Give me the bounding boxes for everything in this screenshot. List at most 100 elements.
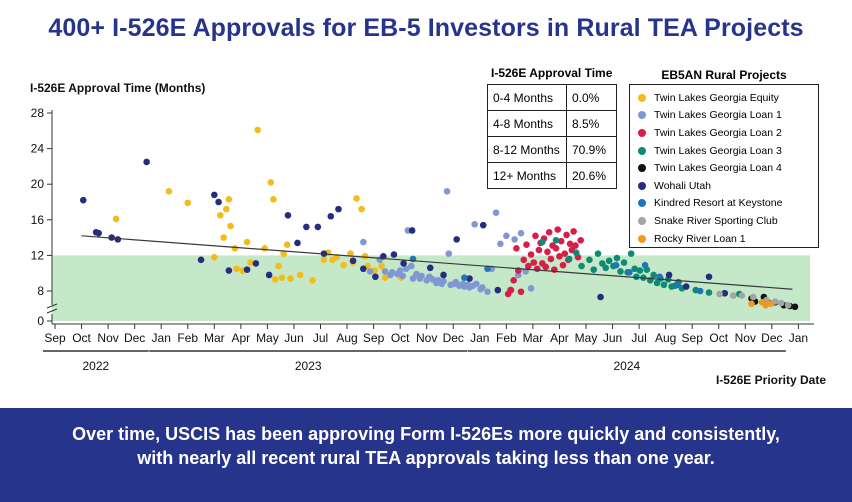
data-point: [590, 266, 598, 273]
data-point: [215, 198, 222, 206]
data-point: [340, 261, 347, 269]
data-point: [530, 259, 538, 266]
data-point: [278, 274, 286, 281]
legend-item: Snake River Sporting Club: [638, 212, 818, 230]
data-point: [402, 265, 410, 273]
data-point: [388, 269, 396, 276]
legend-item: Kindred Resort at Keystone: [638, 195, 818, 213]
data-point: [557, 237, 565, 245]
data-point: [492, 209, 500, 216]
data-point: [545, 228, 553, 236]
scatter-chart: I-526E Approval Time (Months)08121620242…: [30, 81, 826, 387]
legend-item: Twin Lakes Georgia Loan 1: [638, 107, 818, 125]
data-point: [566, 240, 574, 248]
data-point: [372, 273, 379, 281]
data-point: [443, 188, 451, 195]
legend-item: Twin Lakes Georgia Loan 2: [638, 124, 818, 142]
x-tick-label: Dec: [761, 331, 782, 345]
legend-label: Twin Lakes Georgia Loan 1: [654, 109, 782, 122]
data-point: [525, 262, 532, 270]
data-point: [547, 255, 555, 263]
x-tick-label: Sep: [44, 331, 66, 345]
x-tick-label: Dec: [124, 331, 145, 345]
data-point: [532, 232, 539, 240]
x-tick-label: May: [575, 331, 598, 345]
data-point: [271, 276, 279, 283]
data-point: [184, 199, 192, 207]
legend-marker: [638, 181, 646, 190]
data-point: [749, 293, 757, 301]
data-point: [243, 266, 251, 273]
data-point: [597, 293, 604, 301]
data-point: [511, 236, 518, 243]
x-tick-label: Oct: [72, 331, 91, 345]
y-tick-label: 0: [37, 314, 44, 328]
y-tick-label: 12: [31, 248, 45, 262]
data-point: [211, 253, 218, 261]
data-point: [650, 271, 657, 279]
data-point: [381, 274, 389, 281]
data-point: [572, 249, 580, 257]
y-tick-label: 16: [31, 213, 45, 227]
data-point: [507, 286, 515, 294]
data-point: [280, 250, 287, 257]
data-point: [660, 281, 668, 289]
data-point: [594, 250, 602, 257]
data-point: [559, 261, 567, 269]
footer-line-2: with nearly all recent rural TEA approva…: [137, 448, 715, 468]
data-point: [602, 264, 609, 272]
legend-item: Twin Lakes Georgia Loan 3: [638, 142, 818, 160]
approval-table-row: 0-4 Months 0.0%: [487, 84, 617, 111]
data-point: [586, 256, 593, 264]
y-tick-label: 28: [31, 106, 45, 120]
footer-banner: Over time, USCIS has been approving Form…: [0, 408, 852, 502]
data-point: [270, 196, 277, 203]
legend-item: Twin Lakes Georgia Loan 4: [638, 159, 818, 177]
data-point: [627, 250, 635, 257]
data-point: [461, 274, 468, 281]
x-axis-label: I-526E Priority Date: [716, 373, 826, 387]
data-point: [390, 251, 398, 258]
data-point: [227, 222, 234, 230]
data-point: [349, 257, 357, 265]
data-point: [533, 265, 541, 273]
data-point: [314, 223, 322, 231]
data-point: [211, 191, 218, 199]
data-point: [320, 256, 328, 264]
data-point: [791, 303, 799, 311]
data-point: [381, 268, 389, 275]
data-point: [626, 269, 633, 276]
data-point: [620, 259, 628, 266]
data-point: [520, 256, 528, 264]
data-point: [114, 236, 122, 243]
data-point: [503, 232, 510, 240]
x-tick-label: Sep: [682, 331, 704, 345]
x-tick-label: Oct: [391, 331, 410, 345]
approval-range: 8-12 Months: [487, 136, 567, 163]
approval-table-row: 12+ Months 20.6%: [487, 162, 617, 189]
data-point: [578, 262, 585, 270]
x-tick-label: Jun: [284, 331, 303, 345]
data-point: [777, 299, 785, 307]
data-point: [497, 240, 504, 248]
data-point: [542, 263, 550, 271]
data-point: [296, 271, 304, 279]
legend-label: Twin Lakes Georgia Equity: [654, 91, 779, 104]
approval-percent: 20.6%: [566, 162, 617, 189]
data-point: [418, 272, 425, 280]
data-point: [265, 271, 273, 279]
data-point: [233, 265, 240, 273]
data-point: [517, 288, 525, 296]
legend-item: Wohali Utah: [638, 177, 818, 195]
data-point: [484, 265, 491, 273]
data-point: [570, 228, 577, 235]
legend-label: Kindred Resort at Keystone: [654, 197, 783, 210]
legend-item: Rocky River Loan 1: [638, 230, 818, 248]
legend-label: Twin Lakes Georgia Loan 3: [654, 144, 782, 157]
data-point: [407, 262, 415, 270]
data-point: [378, 262, 385, 270]
data-point: [413, 270, 420, 278]
data-point: [303, 223, 310, 231]
data-point: [143, 158, 150, 166]
data-point: [605, 257, 613, 265]
